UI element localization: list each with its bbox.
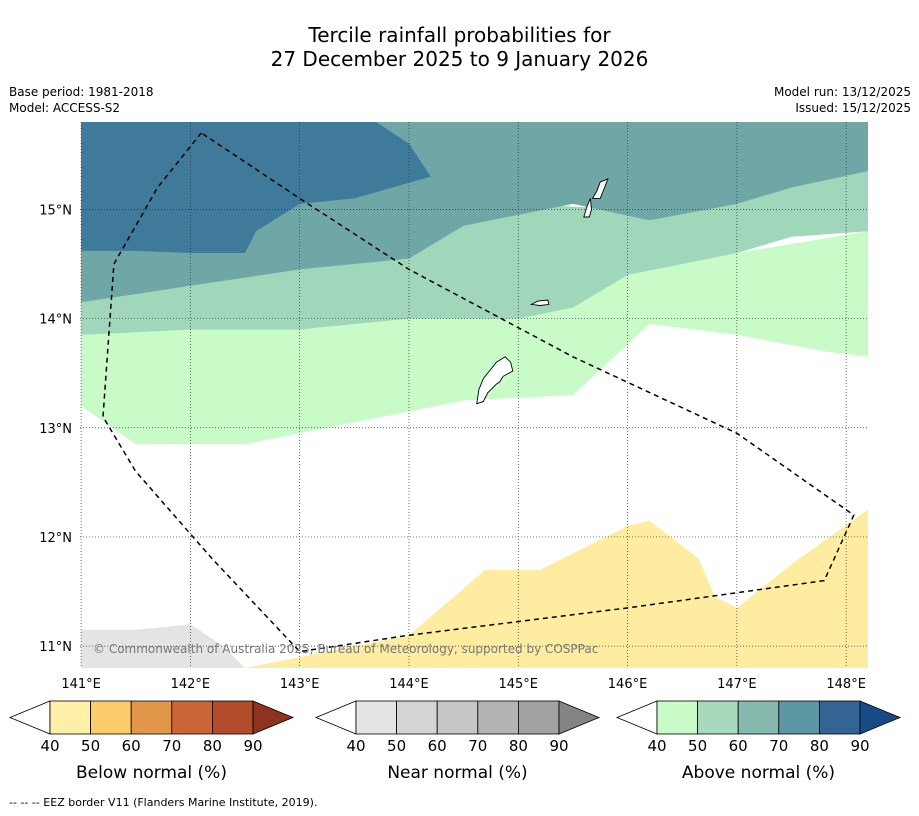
colorbar-tick-label: 80 <box>203 737 222 755</box>
y-tick-label: 12°N <box>39 531 72 546</box>
colorbar-tick-label: 70 <box>769 737 788 755</box>
y-tick-label: 11°N <box>39 640 72 655</box>
colorbar-tick-label: 60 <box>729 737 748 755</box>
copyright-notice: © Commonwealth of Australia 2025, Bureau… <box>93 642 598 656</box>
colorbar-segment <box>436 700 479 735</box>
colorbar-segment <box>778 700 820 735</box>
colorbar-label: Below normal (%) <box>76 763 227 783</box>
colorbar-above: 40 50 60 70 80 90 Above normal (%) <box>615 700 902 783</box>
region-below-normal-40-50 <box>245 509 868 668</box>
colorbar-tick-label: 90 <box>549 737 568 755</box>
issued-label: Issued: 15/12/2025 <box>795 101 911 115</box>
x-tick-label: 146°E <box>608 677 648 692</box>
x-tick-label: 144°E <box>389 677 429 692</box>
colorbar-tick-label: 40 <box>40 737 59 755</box>
colorbar-tick-label: 50 <box>387 737 406 755</box>
colorbar-tick-label: 40 <box>647 737 666 755</box>
x-tick-label: 143°E <box>280 677 320 692</box>
colorbar-over-triangle <box>859 700 902 735</box>
island-saipan <box>591 177 609 199</box>
y-tick-label: 14°N <box>39 313 72 328</box>
y-tick-label: 13°N <box>39 422 72 437</box>
eez-footnote: -- -- -- EEZ border V11 (Flanders Marine… <box>9 796 318 809</box>
colorbar-tick-label: 60 <box>428 737 447 755</box>
colorbar-tick-label: 80 <box>509 737 528 755</box>
colorbar-label: Near normal (%) <box>387 763 527 783</box>
colorbar-tick-label: 80 <box>810 737 829 755</box>
x-tick-label: 147°E <box>717 677 757 692</box>
colorbar-segment <box>819 700 861 735</box>
x-tick-label: 148°E <box>826 677 866 692</box>
colorbar-tick-label: 40 <box>346 737 365 755</box>
colorbar-segment <box>697 700 739 735</box>
colorbar-tick-label: 60 <box>122 737 141 755</box>
y-tick-label: 15°N <box>39 203 72 218</box>
region-near-normal-40-50 <box>81 624 245 668</box>
colorbar-tick-label: 50 <box>81 737 100 755</box>
island-guam <box>476 356 514 405</box>
colorbar-tick-label: 70 <box>162 737 181 755</box>
colorbar-segment <box>737 700 780 735</box>
colorbar-segment <box>518 700 560 735</box>
chart-title-line-1: Tercile rainfall probabilities for <box>308 23 611 47</box>
colorbar-tick-label: 70 <box>468 737 487 755</box>
colorbar-label: Above normal (%) <box>682 763 835 783</box>
colorbar-segment <box>211 700 254 735</box>
colorbar-segment <box>355 700 397 735</box>
colorbar-over-triangle <box>558 700 601 735</box>
colorbar-tick-label: 50 <box>688 737 707 755</box>
model-run-label: Model run: 13/12/2025 <box>773 85 911 99</box>
colorbar-segment <box>130 700 173 735</box>
colorbar-segment <box>49 700 91 735</box>
x-tick-label: 145°E <box>498 677 538 692</box>
colorbar-over-triangle <box>252 700 295 735</box>
region-above-normal-80-90 <box>81 122 431 253</box>
island-tinian <box>583 198 592 218</box>
region-above-normal-50-60 <box>81 231 868 445</box>
colorbar-segment <box>656 700 698 735</box>
colorbar-segment <box>477 700 519 735</box>
colorbar-tick-label: 90 <box>243 737 262 755</box>
colorbar-under-triangle <box>8 700 51 735</box>
x-tick-label: 142°E <box>171 677 211 692</box>
colorbar-segment <box>396 700 438 735</box>
island-rota <box>529 299 550 306</box>
colorbar-under-triangle <box>314 700 357 735</box>
eez-border <box>102 132 855 653</box>
colorbar-tick-label: 90 <box>850 737 869 755</box>
colorbar-below: 40 50 60 70 80 90 Below normal (%) <box>8 700 295 783</box>
model-label: Model: ACCESS-S2 <box>9 101 121 115</box>
chart-title-line-2: 27 December 2025 to 9 January 2026 <box>270 47 649 71</box>
colorbar-segment <box>90 700 132 735</box>
colorbar-near: 40 50 60 70 80 90 Near normal (%) <box>314 700 601 783</box>
colorbar-segment <box>171 700 213 735</box>
x-tick-label: 141°E <box>61 677 101 692</box>
colorbar-under-triangle <box>615 700 658 735</box>
base-period-label: Base period: 1981-2018 <box>9 85 154 99</box>
